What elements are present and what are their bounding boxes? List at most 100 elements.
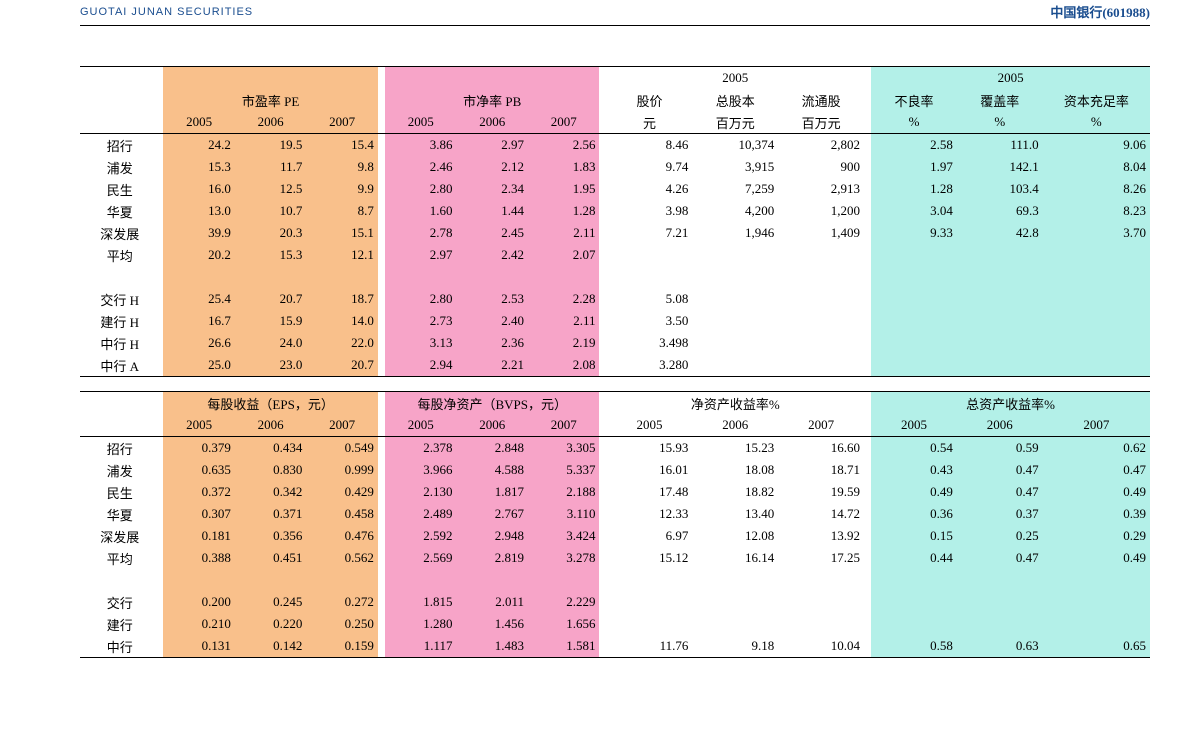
cell: 3.278 [528,547,600,569]
cell [385,569,456,591]
cell: 0.44 [871,547,957,569]
col-header: 2006 [692,414,778,437]
page-header: GUOTAI JUNAN SECURITIES 中国银行(601988) [0,0,1190,25]
cell: 12.08 [692,525,778,547]
cell: 0.181 [163,525,234,547]
cell [1043,591,1150,613]
row-label: 平均 [80,547,163,569]
cell [692,266,778,288]
cell [306,569,378,591]
table-row: 浦发15.311.79.82.462.121.839.743,9159001.9… [80,156,1150,178]
row-label: 深发展 [80,525,163,547]
valuation-table-2: 每股收益（EPS，元） 每股净资产（BVPS，元） 净资产收益率% 总资产收益率… [80,391,1150,658]
cell: 0.210 [163,613,234,635]
cell [778,569,864,591]
col-header: 2005 [607,414,693,437]
row-label: 浦发 [80,459,163,481]
cell: 1.83 [528,156,600,178]
cell [692,310,778,332]
col-header: 2007 [306,414,378,437]
cell: 13.0 [163,200,234,222]
table-row: 交行 H25.420.718.72.802.532.285.08 [80,288,1150,310]
cell [692,332,778,354]
cell [528,569,600,591]
cell [528,266,600,288]
cell: 11.7 [235,156,306,178]
row-label: 华夏 [80,200,163,222]
cell [778,332,864,354]
cell: 8.23 [1043,200,1150,222]
cell: 8.04 [1043,156,1150,178]
table-row: 市盈率 PE 市净率 PB 2005 2005 [80,67,1150,90]
cell: 12.1 [306,244,378,266]
col-header: 流通股 [778,89,864,111]
cell [1043,244,1150,266]
cell: 18.82 [692,481,778,503]
cell: 1.28 [871,178,957,200]
col-header: 2007 [306,111,378,134]
row-label: 民生 [80,481,163,503]
cell [306,266,378,288]
cell: 10.7 [235,200,306,222]
cell: 0.999 [306,459,378,481]
logo-subtext: GUOTAI JUNAN SECURITIES [80,6,253,18]
cell: 0.43 [871,459,957,481]
cell [235,266,306,288]
cell: 2.21 [457,354,528,377]
cell: 0.63 [957,635,1043,658]
cell [957,354,1043,377]
row-label: 华夏 [80,503,163,525]
cell: 0.159 [306,635,378,658]
cell: 3.86 [385,134,456,157]
cell: 9.06 [1043,134,1150,157]
cell: 2.45 [457,222,528,244]
cell [1043,569,1150,591]
cell: 1.817 [456,481,527,503]
cell: 16.60 [778,437,864,460]
cell: 15.3 [163,156,234,178]
cell [778,266,864,288]
cell: 0.451 [235,547,306,569]
cell: 42.8 [957,222,1043,244]
cell: 2.34 [457,178,528,200]
col-header: 2006 [957,414,1043,437]
cell: 14.72 [778,503,864,525]
cell: 0.220 [235,613,306,635]
cell [1043,288,1150,310]
cell: 103.4 [957,178,1043,200]
cell: 0.131 [163,635,234,658]
cell: 3.98 [607,200,693,222]
cell [957,613,1043,635]
cell: 2.11 [528,310,600,332]
table-row: 中行0.1310.1420.1591.1171.4831.58111.769.1… [80,635,1150,658]
col-header: 2006 [456,414,527,437]
cell [778,244,864,266]
cell [235,569,306,591]
cell [778,288,864,310]
cell: 6.97 [607,525,693,547]
cell: 5.337 [528,459,600,481]
cell: 2.767 [456,503,527,525]
cell [163,569,234,591]
cell: 2,802 [778,134,864,157]
cell: 8.7 [306,200,378,222]
cell [871,288,957,310]
cell: 2.188 [528,481,600,503]
cell: 7.21 [607,222,693,244]
stock-title: 中国银行(601988) [1050,2,1150,21]
cell: 9.33 [871,222,957,244]
col-header: % [871,111,957,134]
section-header-roe: 净资产收益率% [607,392,864,415]
cell: 3.280 [607,354,693,377]
cell: 2,913 [778,178,864,200]
cell: 23.0 [235,354,306,377]
row-label: 建行 H [80,310,163,332]
cell: 1.581 [528,635,600,658]
cell: 0.15 [871,525,957,547]
cell: 1.456 [456,613,527,635]
cell: 2.19 [528,332,600,354]
cell: 2.56 [528,134,600,157]
cell: 0.49 [1043,547,1150,569]
cell: 2.80 [385,178,456,200]
table-row: 招行24.219.515.43.862.972.568.4610,3742,80… [80,134,1150,157]
